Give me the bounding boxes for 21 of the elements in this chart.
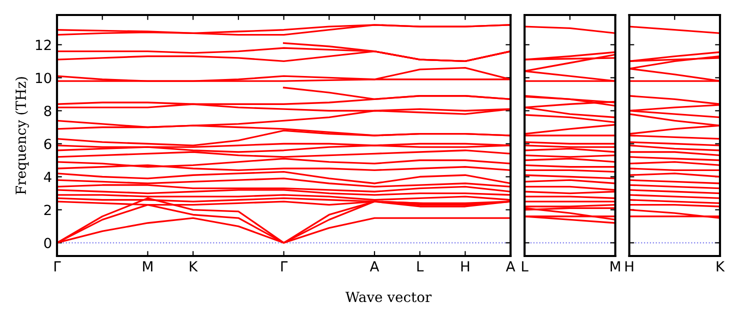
y-tick-label: 2: [44, 204, 51, 216]
x-tick-label: M: [610, 261, 620, 272]
x-tick-label: A: [506, 261, 516, 272]
x-tick-label: L: [522, 261, 528, 272]
x-tick-label: H: [625, 261, 634, 272]
y-tick-label: 8: [44, 106, 52, 116]
x-axis-title: Wave vector: [345, 292, 432, 302]
x-tick-label: Γ: [54, 261, 61, 272]
y-axis-title: Frequency (THz): [15, 77, 29, 194]
x-tick-label: L: [417, 261, 424, 272]
x-tick-label: M: [143, 261, 152, 272]
x-tick-label: A: [370, 261, 380, 272]
y-tick-label: 10: [36, 72, 52, 84]
y-tick-label: 0: [44, 238, 52, 248]
y-tick-label: 12: [36, 40, 51, 50]
y-tick-label: 6: [44, 138, 52, 150]
x-tick-label: K: [716, 261, 725, 272]
x-tick-label: H: [461, 261, 470, 272]
x-tick-label: K: [190, 261, 198, 272]
x-tick-label: Γ: [281, 261, 288, 272]
y-tick-label: 4: [44, 172, 52, 182]
